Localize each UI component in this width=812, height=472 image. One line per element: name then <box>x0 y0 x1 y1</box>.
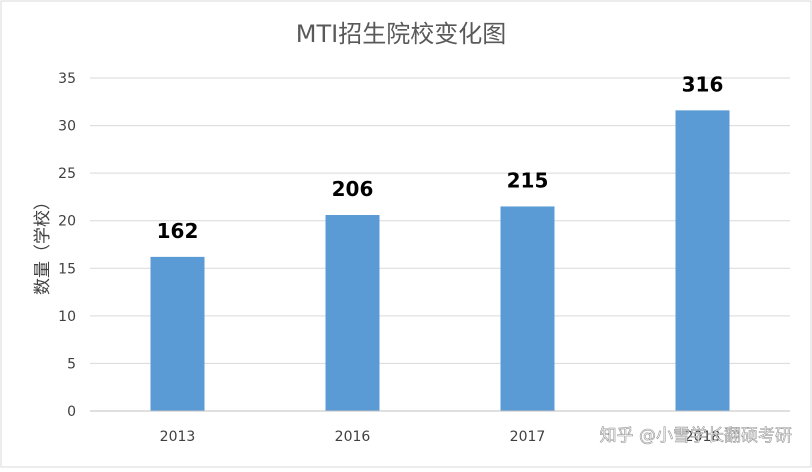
data-labels: 162 206 215 316 <box>157 72 724 243</box>
bar-2016 <box>325 215 380 411</box>
bars <box>150 110 730 411</box>
gridlines <box>90 77 790 364</box>
x-tick-label: 2013 <box>160 429 196 445</box>
bar-2018 <box>675 110 730 411</box>
x-tick-label: 2017 <box>510 429 546 445</box>
data-label: 215 <box>507 168 549 192</box>
y-axis-label: 数量（学校） <box>33 193 53 295</box>
y-tick-label: 20 <box>58 214 76 230</box>
y-tick-label: 5 <box>67 356 76 372</box>
x-tick-label: 2018 <box>685 429 721 445</box>
y-tick-label: 10 <box>58 309 76 325</box>
x-tick-labels: 2013 2016 2017 2018 <box>160 429 721 445</box>
bar-2017 <box>500 206 555 411</box>
bar-2013 <box>150 256 205 411</box>
data-label: 162 <box>157 219 199 243</box>
chart-title: MTI招生院校变化图 <box>296 20 506 48</box>
y-tick-labels: 0 5 10 15 20 25 30 35 <box>58 71 76 420</box>
x-tick-label: 2016 <box>335 429 371 445</box>
y-tick-label: 35 <box>58 71 76 87</box>
y-tick-label: 15 <box>58 261 76 277</box>
y-tick-label: 0 <box>67 404 76 420</box>
watermark: 知乎 @小雪学长翻硕考研 <box>600 426 792 446</box>
data-label: 206 <box>332 177 374 201</box>
data-label: 316 <box>682 72 724 96</box>
y-tick-label: 30 <box>58 119 76 135</box>
y-tick-label: 25 <box>58 166 76 182</box>
